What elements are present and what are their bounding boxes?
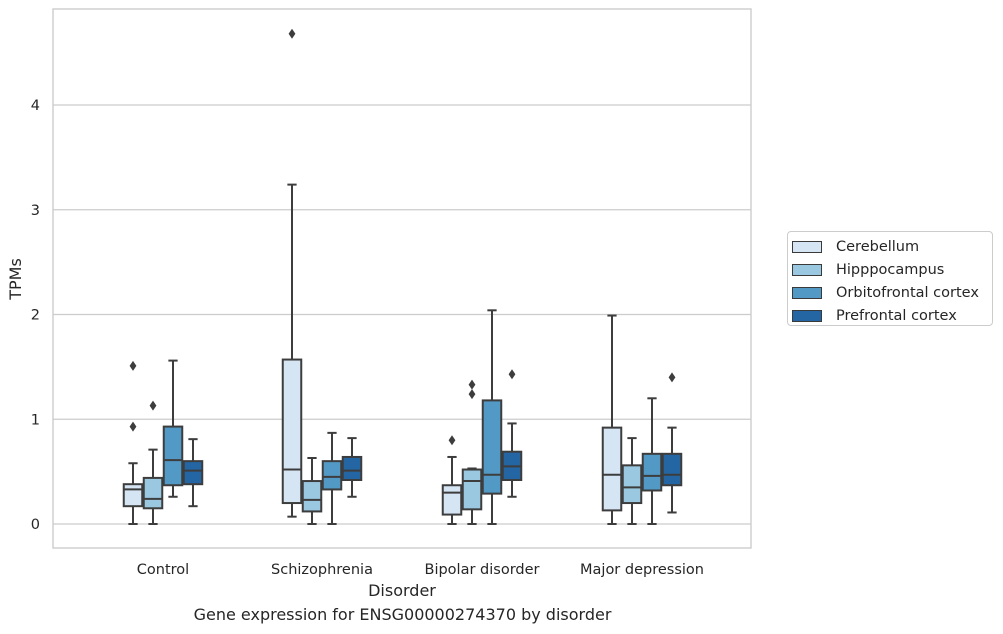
box-group bbox=[621, 437, 643, 525]
x-axis-label: Disorder bbox=[368, 581, 436, 600]
box-group bbox=[481, 309, 503, 525]
legend-item-cerebellum: Cerebellum bbox=[792, 236, 992, 259]
legend-label: Prefrontal cortex bbox=[836, 307, 957, 324]
y-tick-label: 2 bbox=[31, 308, 40, 324]
x-tick-label: Schizophrenia bbox=[271, 562, 373, 578]
box-group bbox=[122, 360, 144, 525]
box bbox=[621, 464, 643, 505]
legend-item-orbitofrontal-cortex: Orbitofrontal cortex bbox=[792, 282, 992, 305]
box-series bbox=[122, 28, 683, 525]
legend: Cerebellum Hipppocampus Orbitofrontal co… bbox=[787, 231, 993, 326]
box-group bbox=[501, 369, 523, 498]
box bbox=[461, 468, 483, 511]
box bbox=[281, 358, 303, 505]
legend-label: Orbitofrontal cortex bbox=[836, 284, 979, 301]
x-tick-label: Control bbox=[137, 562, 189, 578]
box bbox=[301, 480, 323, 513]
outlier-point bbox=[668, 372, 676, 383]
box-group bbox=[441, 435, 463, 525]
box bbox=[661, 452, 683, 487]
box bbox=[341, 455, 363, 482]
box-group bbox=[341, 437, 363, 498]
box bbox=[321, 460, 343, 491]
outlier-point bbox=[149, 400, 157, 411]
outlier-point bbox=[468, 379, 476, 390]
box bbox=[441, 484, 463, 516]
box bbox=[162, 425, 184, 487]
x-tick-label: Bipolar disorder bbox=[425, 562, 540, 578]
outlier-point bbox=[129, 360, 137, 371]
box bbox=[481, 399, 503, 495]
legend-label: Cerebellum bbox=[836, 239, 920, 256]
plot-frame bbox=[52, 8, 752, 549]
y-tick-label: 4 bbox=[31, 98, 40, 114]
y-axis-label: TPMs bbox=[6, 258, 25, 301]
box bbox=[142, 476, 164, 510]
box-group bbox=[601, 314, 623, 525]
box-group bbox=[661, 372, 683, 514]
box bbox=[122, 483, 144, 508]
y-tick-label: 0 bbox=[31, 517, 40, 533]
box-group bbox=[162, 359, 184, 498]
y-tick-label: 3 bbox=[31, 203, 40, 219]
box-group bbox=[182, 438, 204, 508]
x-tick-labels: Control Schizophrenia Bipolar disorder Majo… bbox=[137, 562, 704, 578]
outlier-point bbox=[288, 28, 296, 39]
box-group bbox=[461, 379, 483, 525]
box-group bbox=[281, 28, 303, 518]
y-tick-labels: 0 1 2 3 4 bbox=[31, 98, 40, 533]
box-group bbox=[142, 400, 164, 525]
outlier-point bbox=[129, 421, 137, 432]
legend-swatch bbox=[792, 264, 822, 277]
legend-item-prefrontal-cortex: Prefrontal cortex bbox=[792, 304, 992, 327]
figure-caption: Gene expression for ENSG00000274370 by d… bbox=[193, 605, 612, 624]
legend-swatch bbox=[792, 286, 822, 299]
box bbox=[182, 460, 204, 486]
legend-label: Hipppocampus bbox=[836, 262, 945, 279]
box-group bbox=[641, 397, 663, 525]
outlier-point bbox=[508, 369, 516, 380]
x-tick-label: Major depression bbox=[580, 562, 704, 578]
legend-item-hippocampus: Hipppocampus bbox=[792, 259, 992, 282]
outlier-point bbox=[468, 389, 476, 400]
box bbox=[601, 426, 623, 512]
outlier-point bbox=[448, 435, 456, 446]
y-tick-label: 1 bbox=[31, 412, 40, 428]
legend-swatch bbox=[792, 241, 822, 254]
box bbox=[641, 452, 663, 492]
box-group bbox=[301, 457, 323, 525]
legend-swatch bbox=[792, 309, 822, 322]
box-group bbox=[321, 431, 343, 525]
